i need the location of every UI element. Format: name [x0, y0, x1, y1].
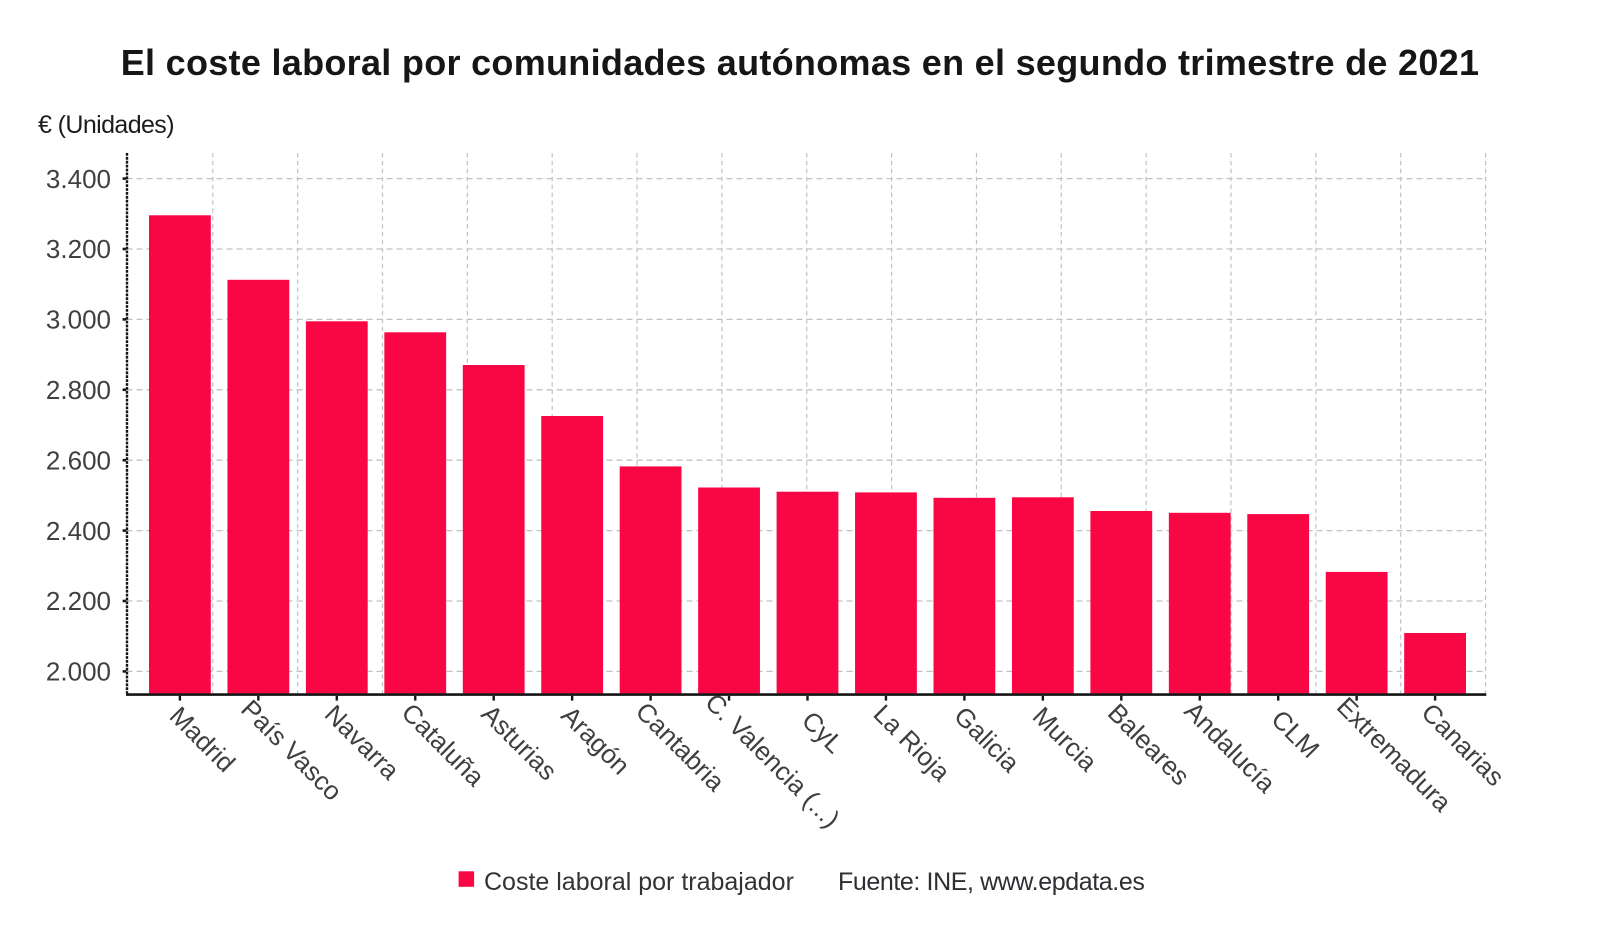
svg-text:2.600: 2.600 — [46, 445, 111, 475]
svg-text:Coste laboral por trabajador: Coste laboral por trabajador — [484, 868, 794, 896]
svg-text:Fuente: INE, www.epdata.es: Fuente: INE, www.epdata.es — [838, 868, 1144, 896]
svg-text:3.400: 3.400 — [46, 164, 111, 194]
svg-text:El coste laboral por comunidad: El coste laboral por comunidades autónom… — [121, 42, 1480, 83]
svg-text:2.000: 2.000 — [46, 657, 111, 687]
svg-text:2.200: 2.200 — [46, 586, 111, 616]
svg-text:2.400: 2.400 — [46, 516, 111, 546]
svg-text:3.000: 3.000 — [46, 305, 111, 335]
svg-text:€ (Unidades): € (Unidades) — [38, 111, 174, 139]
svg-text:2.800: 2.800 — [46, 375, 111, 405]
svg-text:3.200: 3.200 — [46, 234, 111, 264]
